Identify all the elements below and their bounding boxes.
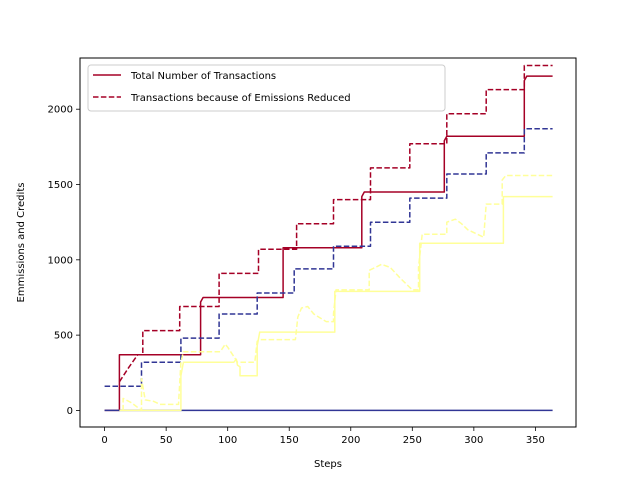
- y-tick-label-2: 1000: [48, 255, 73, 266]
- x-axis: 0 50 100 150 200 250 300 350: [101, 427, 545, 446]
- y-tick-label-3: 1500: [48, 180, 73, 191]
- y-tick-label-4: 2000: [48, 105, 73, 116]
- x-axis-label: Steps: [314, 459, 342, 470]
- series-layer: [104, 64, 553, 412]
- legend-entry-total-transactions: Total Number of Transactions: [130, 71, 276, 82]
- x-tick-label-2: 100: [218, 435, 237, 446]
- series-line-1: [118, 64, 553, 383]
- series-line-0: [104, 75, 553, 412]
- y-axis: 0 500 1000 1500 2000: [48, 105, 80, 417]
- y-tick-label-0: 0: [67, 406, 73, 417]
- plot-frame: [79, 57, 577, 428]
- x-tick-label-4: 200: [341, 435, 360, 446]
- series-line-2: [104, 128, 553, 388]
- x-tick-label-1: 50: [160, 435, 173, 446]
- legend-box: [87, 64, 446, 112]
- series-line-4: [119, 195, 553, 412]
- x-tick-label-3: 150: [280, 435, 299, 446]
- x-tick-label-7: 350: [526, 435, 545, 446]
- x-tick-label-6: 300: [464, 435, 483, 446]
- x-tick-label-0: 0: [101, 435, 107, 446]
- x-tick-label-5: 250: [403, 435, 422, 446]
- legend: Total Number of Transactions Transaction…: [87, 64, 446, 112]
- legend-entry-emissions-reduced: Transactions because of Emissions Reduce…: [130, 93, 351, 104]
- y-tick-label-1: 500: [54, 331, 73, 342]
- y-axis-label: Emmissions and Credits: [16, 183, 27, 303]
- series-line-5: [122, 174, 553, 412]
